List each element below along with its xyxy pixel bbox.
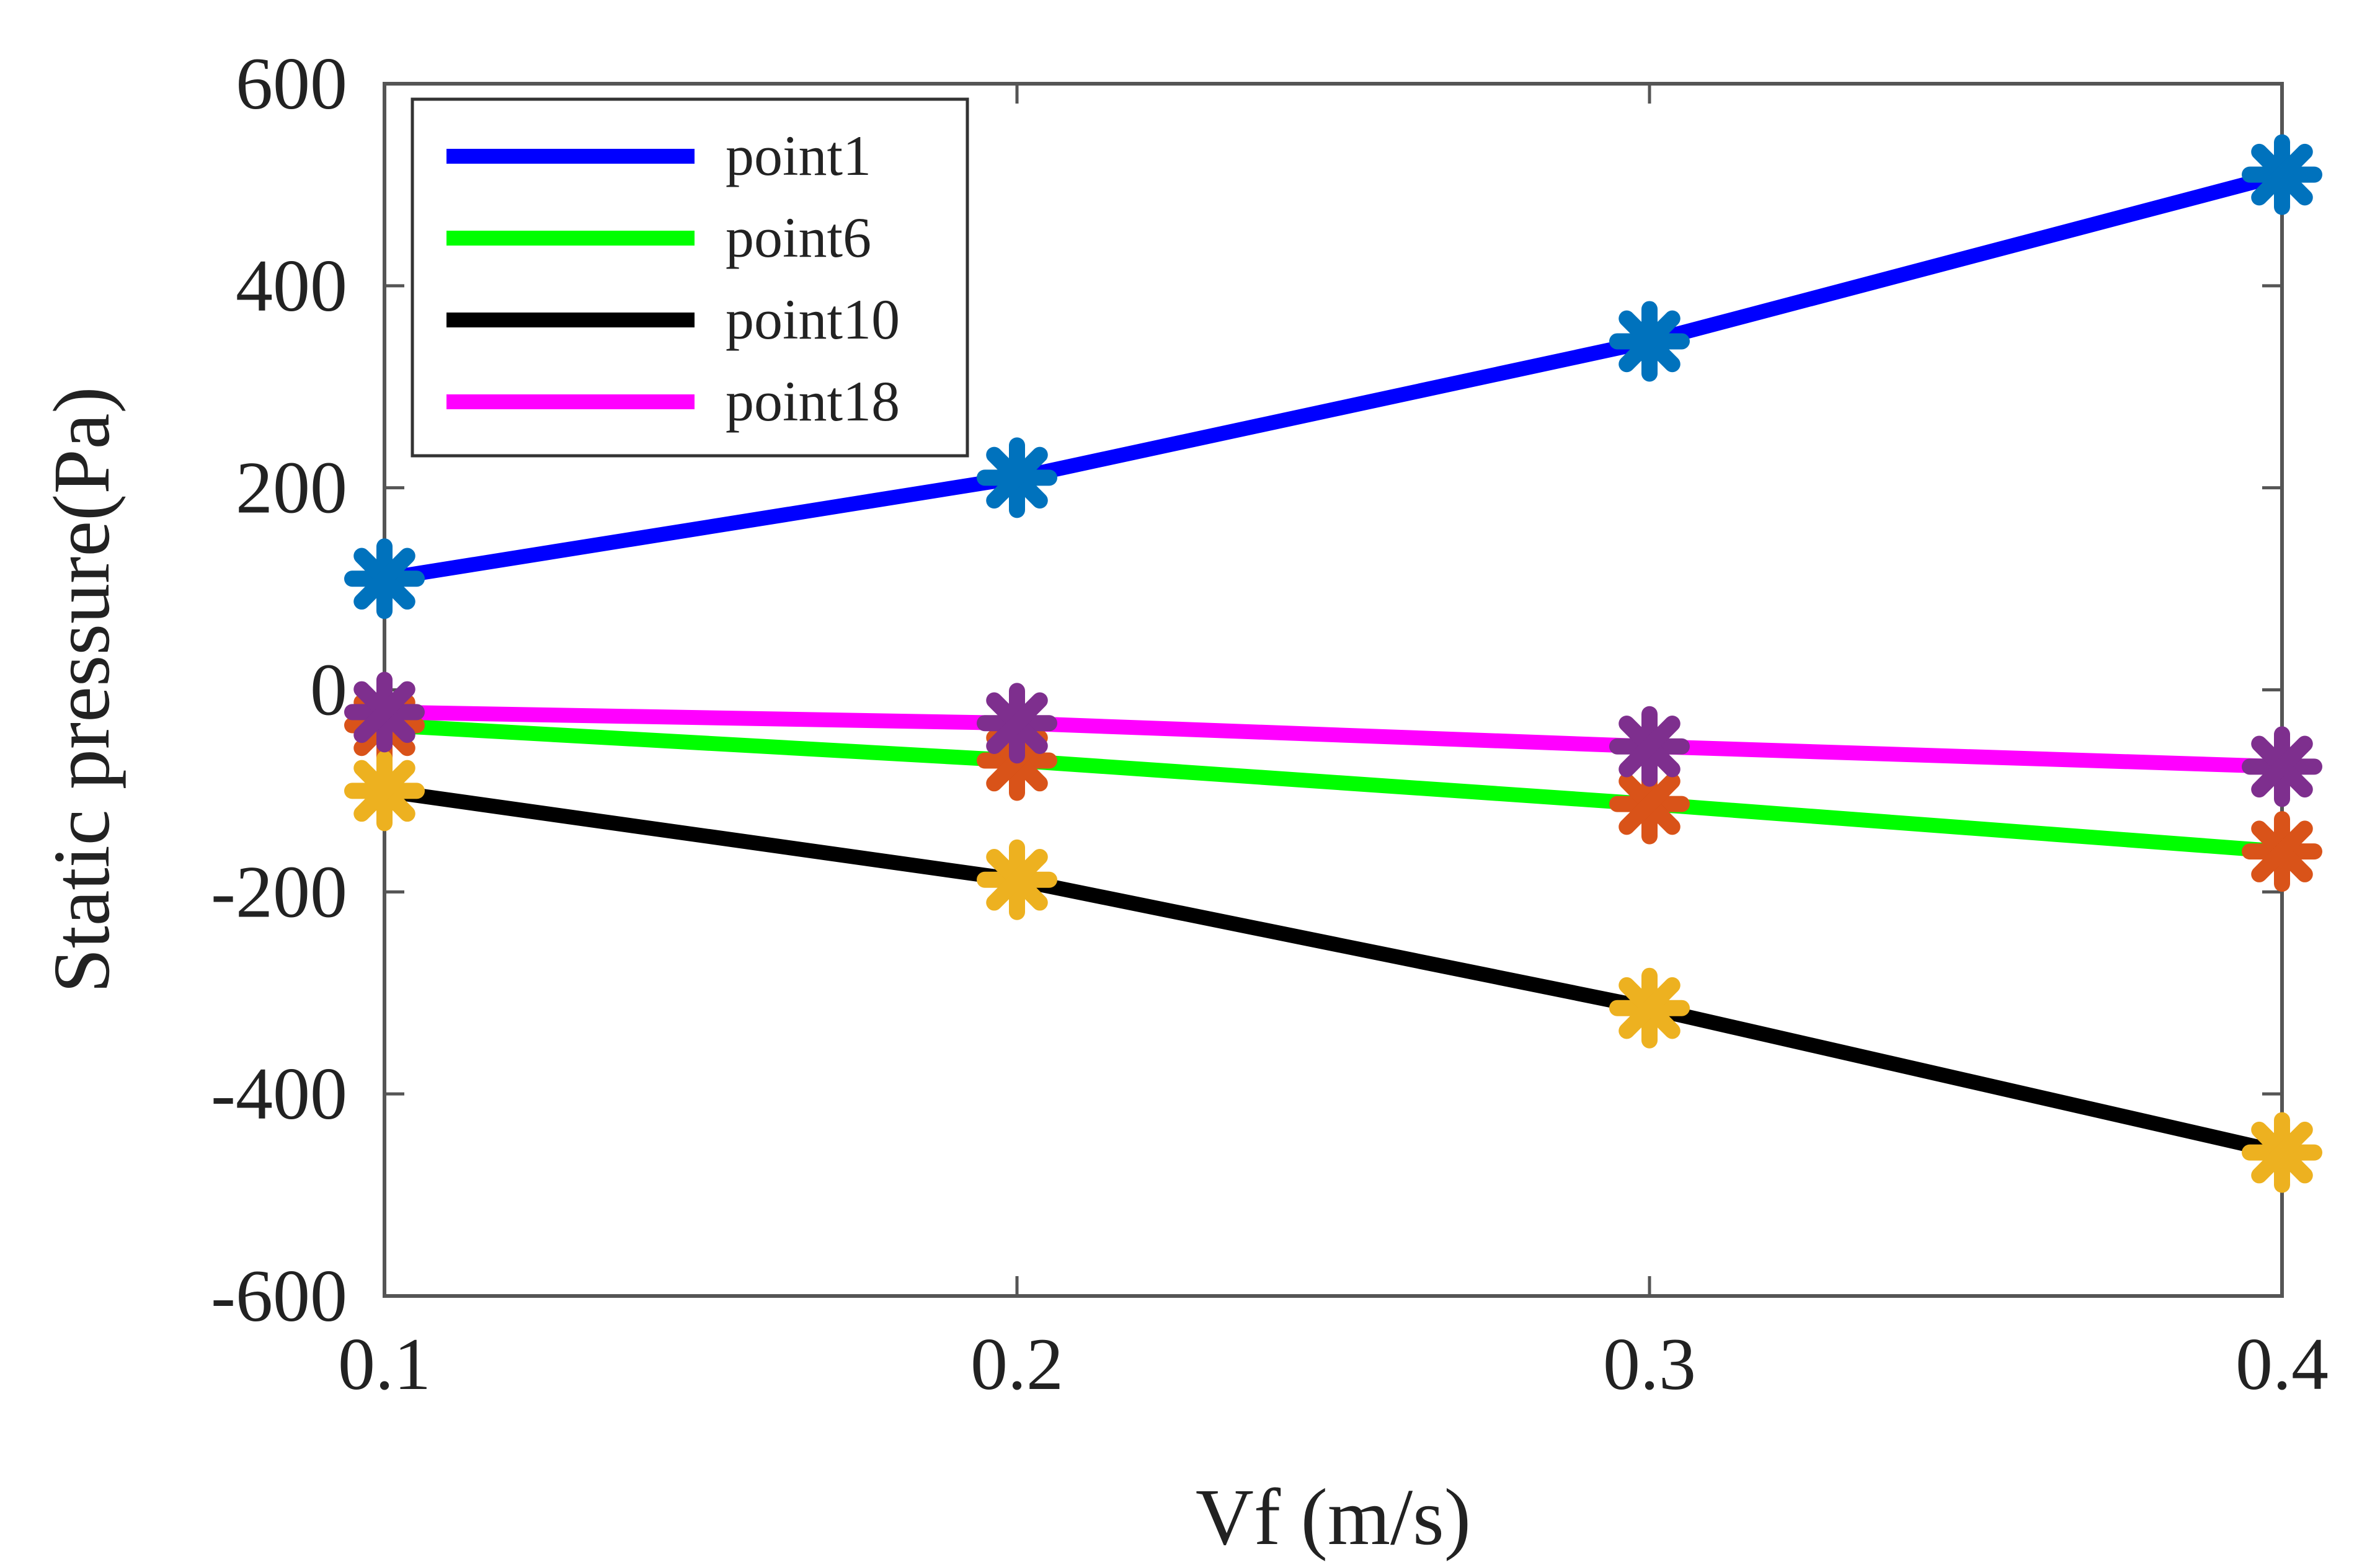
data-point-marker	[344, 538, 425, 619]
series-point1	[383, 167, 2285, 587]
legend-label: point1	[726, 124, 871, 187]
series-line	[383, 167, 2285, 587]
data-point-marker	[977, 437, 1057, 518]
markers-point10	[344, 750, 2322, 1193]
y-tick-label: 600	[236, 42, 347, 125]
data-point-marker	[1609, 301, 1690, 382]
series-line	[384, 717, 2283, 859]
series-point18	[384, 704, 2283, 774]
series-point6	[384, 717, 2283, 859]
series-layer	[344, 134, 2322, 1193]
data-point-marker	[977, 683, 1057, 764]
data-point-marker	[2242, 134, 2322, 215]
x-tick-label: 0.2	[970, 1323, 1063, 1405]
y-tick-label: -200	[211, 850, 347, 933]
data-point-marker	[2242, 811, 2322, 892]
x-tick-label: 0.1	[338, 1323, 431, 1405]
y-tick-label: -600	[211, 1254, 347, 1337]
axis-ticks: 0.1 0.2 0.3 0.4 600 400 200 0 -200 -400 -600	[211, 42, 2329, 1405]
data-point-marker	[344, 750, 425, 832]
y-tick-label: 200	[236, 446, 347, 529]
legend-label: point10	[726, 288, 900, 351]
legend-item: point18	[446, 370, 900, 433]
series-point10	[383, 783, 2284, 1160]
data-point-marker	[977, 839, 1057, 920]
legend-item: point1	[446, 124, 871, 187]
x-axis-title: Vf (m/s)	[1196, 1473, 1471, 1562]
data-point-marker	[1609, 967, 1690, 1049]
markers-point1	[344, 134, 2322, 619]
legend-label: point6	[726, 206, 871, 269]
y-axis-title: Static pressure(Pa)	[37, 386, 127, 993]
y-tick-label: 0	[310, 649, 347, 731]
data-point-marker	[2242, 726, 2322, 807]
y-tick-label: 400	[236, 244, 347, 327]
series-line	[384, 704, 2283, 774]
x-tick-label: 0.4	[2236, 1323, 2329, 1405]
y-tick-label: -400	[211, 1052, 347, 1135]
legend-item: point6	[446, 206, 871, 269]
series-line	[383, 783, 2284, 1160]
legend: point1 point6 point10 point18	[411, 97, 969, 458]
data-point-marker	[2242, 1112, 2322, 1193]
legend-item: point10	[446, 288, 900, 351]
data-point-marker	[344, 672, 425, 753]
markers-point18	[344, 672, 2322, 807]
legend-label: point18	[726, 370, 900, 433]
data-point-marker	[1609, 706, 1690, 787]
x-tick-label: 0.3	[1603, 1323, 1696, 1405]
